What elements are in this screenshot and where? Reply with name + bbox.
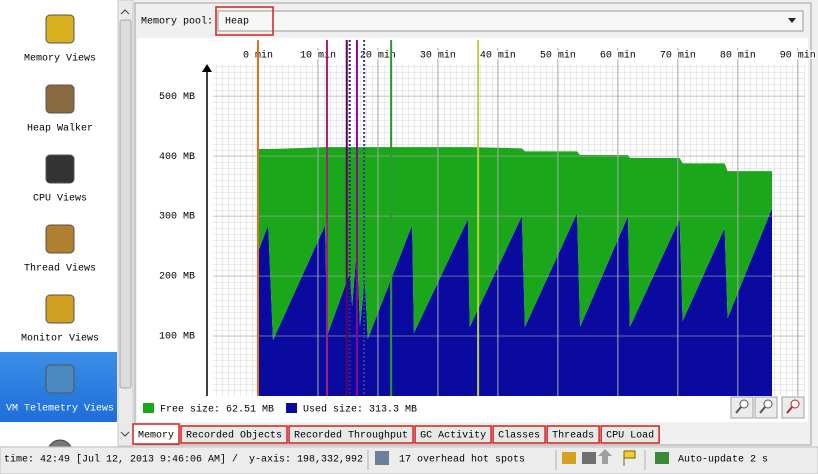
- sidebar-item-label: CPU Views: [33, 193, 87, 205]
- x-tick-label: 10 min: [300, 50, 336, 62]
- zoom-icon: [786, 406, 793, 414]
- y-tick-label: 200 MB: [159, 272, 195, 283]
- y-tick-label: 400 MB: [159, 152, 195, 163]
- tab[interactable]: [546, 425, 600, 444]
- status-y-axis: y-axis: 198,332,992: [249, 454, 363, 466]
- memory-pool-label: Memory pool:: [141, 16, 213, 28]
- scroll-down-arrow[interactable]: [120, 431, 130, 437]
- x-tick-label: 70 min: [660, 50, 696, 62]
- legend-swatch: [143, 403, 154, 413]
- toolbar-icon[interactable]: [598, 449, 612, 464]
- x-tick-label: 80 min: [720, 50, 756, 62]
- tab-label: Recorded Objects: [186, 430, 282, 442]
- sidebar-items: Memory Views Heap Walker CPU Views Thread V…: [0, 14, 117, 465]
- area: [257, 208, 773, 396]
- sidebar-icon: [45, 364, 75, 394]
- tab[interactable]: [288, 425, 414, 444]
- legend-label: Used size: 313.3 MB: [303, 404, 417, 416]
- tab[interactable]: [492, 425, 546, 444]
- zoom-icon: [739, 399, 749, 409]
- toolbar-icon[interactable]: [562, 452, 576, 464]
- tab[interactable]: [132, 423, 180, 445]
- status-auto-update: Auto-update 2 s: [678, 454, 768, 466]
- tab-label: Threads: [552, 430, 594, 442]
- status-bar: [0, 446, 818, 474]
- sidebar-item-label: Heap Walker: [27, 123, 93, 135]
- scrollbar-thumb[interactable]: [119, 19, 132, 389]
- sidebar-icon: [45, 154, 75, 184]
- tab-label: Recorded Throughput: [294, 430, 408, 442]
- sidebar-item-label: Memory Views: [24, 53, 96, 65]
- scroll-up-arrow[interactable]: [120, 9, 130, 15]
- sidebar-item-label: Thread Views: [24, 263, 96, 275]
- x-tick-label: 30 min: [420, 50, 456, 62]
- status-time: time: 42:49 [Jul 12, 2013 9:46:06 AM] /: [4, 454, 238, 466]
- tab[interactable]: [600, 425, 660, 444]
- x-tick-label: 60 min: [600, 50, 636, 62]
- tab-label: Classes: [498, 430, 540, 442]
- zoom-icon: [790, 399, 800, 409]
- area: [257, 147, 773, 341]
- sidebar-item-label: Monitor Views: [21, 333, 99, 345]
- tab[interactable]: [180, 425, 288, 444]
- y-tick-label: 300 MB: [159, 212, 195, 223]
- chart: 0 min 10 min 20 min 30 min 40 min 50 min 60 mi…: [143, 40, 817, 416]
- zoom-icon: [759, 406, 766, 414]
- toolbar-icon[interactable]: [623, 450, 636, 466]
- x-tick-label: 20 min: [360, 50, 396, 62]
- legend-label: Free size: 62.51 MB: [160, 404, 274, 416]
- sidebar-icon: [45, 294, 75, 324]
- y-tick-label: 100 MB: [159, 332, 195, 343]
- toolbar-icon[interactable]: [582, 452, 596, 464]
- sidebar-item-label: VM Telemetry Views: [6, 403, 114, 415]
- auto-update-icon[interactable]: [655, 452, 669, 464]
- tab-label: GC Activity: [420, 430, 486, 442]
- zoom-buttons: [730, 396, 805, 419]
- x-tick-label: 90 min: [780, 50, 816, 62]
- memory-pool-combo[interactable]: [217, 10, 804, 32]
- tab[interactable]: [414, 425, 492, 444]
- combo-arrow[interactable]: [788, 18, 796, 23]
- y-axis-arrow: [202, 64, 212, 72]
- zoom-icon: [763, 399, 773, 409]
- x-tick-label: 50 min: [540, 50, 576, 62]
- tab-bar: Memory Recorded Objects Recorded Throughpu…: [132, 423, 660, 445]
- tab-label: Memory: [138, 431, 174, 442]
- sidebar-icon: [45, 14, 75, 44]
- sidebar-icon: [45, 224, 75, 254]
- memory-pool-value: Heap: [225, 17, 249, 28]
- legend-swatch: [286, 403, 298, 413]
- x-tick-label: 40 min: [480, 50, 516, 62]
- status-hot-spots: 17 overhead hot spots: [399, 454, 525, 466]
- sidebar-icon: [45, 84, 75, 114]
- highlight-box: [215, 6, 274, 36]
- zoom-icon: [735, 406, 742, 414]
- hot-spots-icon: [375, 451, 389, 465]
- y-tick-label: 500 MB: [159, 92, 195, 103]
- tab-label: CPU Load: [606, 430, 654, 442]
